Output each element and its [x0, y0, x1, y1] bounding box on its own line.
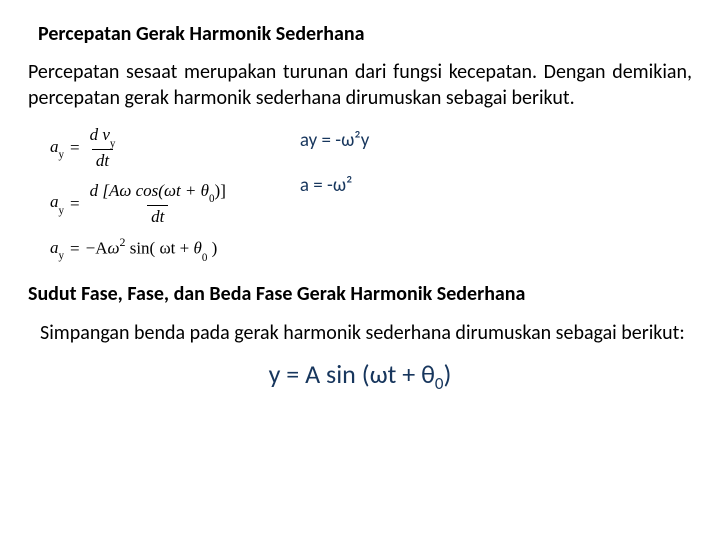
- section2-paragraph: Simpangan benda pada gerak harmonik sede…: [40, 320, 692, 346]
- equals-sign: =: [70, 194, 80, 214]
- equation-a-omega2: a = -ω²: [300, 174, 369, 197]
- eq3-rhs: −Aω2 sin( ωt + θ0 ): [86, 236, 218, 261]
- equation-ay-derivative: ay = d vy dt: [50, 125, 230, 171]
- equals-sign: =: [70, 138, 80, 158]
- equals-sign: =: [70, 239, 80, 259]
- displacement-equation: y = A sin (ωt + θ0): [28, 358, 692, 394]
- equations-right-column: ay = -ω²y a = -ω²: [300, 125, 369, 197]
- equation-ay-expanded: ay = d [Aω cos(ωt + θ0)] dt: [50, 181, 230, 227]
- section1-heading: Percepatan Gerak Harmonik Sederhana: [38, 22, 692, 46]
- equations-left-column: ay = d vy dt ay = d [Aω cos(ωt + θ0)]: [50, 125, 230, 261]
- eq2-lhs: ay: [50, 192, 64, 214]
- eq1-frac: d vy dt: [86, 125, 120, 171]
- section1-paragraph: Percepatan sesaat merupakan turunan dari…: [28, 60, 692, 111]
- section2-heading: Sudut Fase, Fase, dan Beda Fase Gerak Ha…: [28, 282, 692, 306]
- equation-row: ay = d vy dt ay = d [Aω cos(ωt + θ0)]: [50, 125, 692, 261]
- equation-ay-result: ay = −Aω2 sin( ωt + θ0 ): [50, 236, 230, 261]
- eq2-frac: d [Aω cos(ωt + θ0)] dt: [86, 181, 230, 227]
- eq3-lhs: ay: [50, 238, 64, 260]
- eq1-lhs: ay: [50, 137, 64, 159]
- equation-ay-omega2y: ay = -ω²y: [300, 129, 369, 152]
